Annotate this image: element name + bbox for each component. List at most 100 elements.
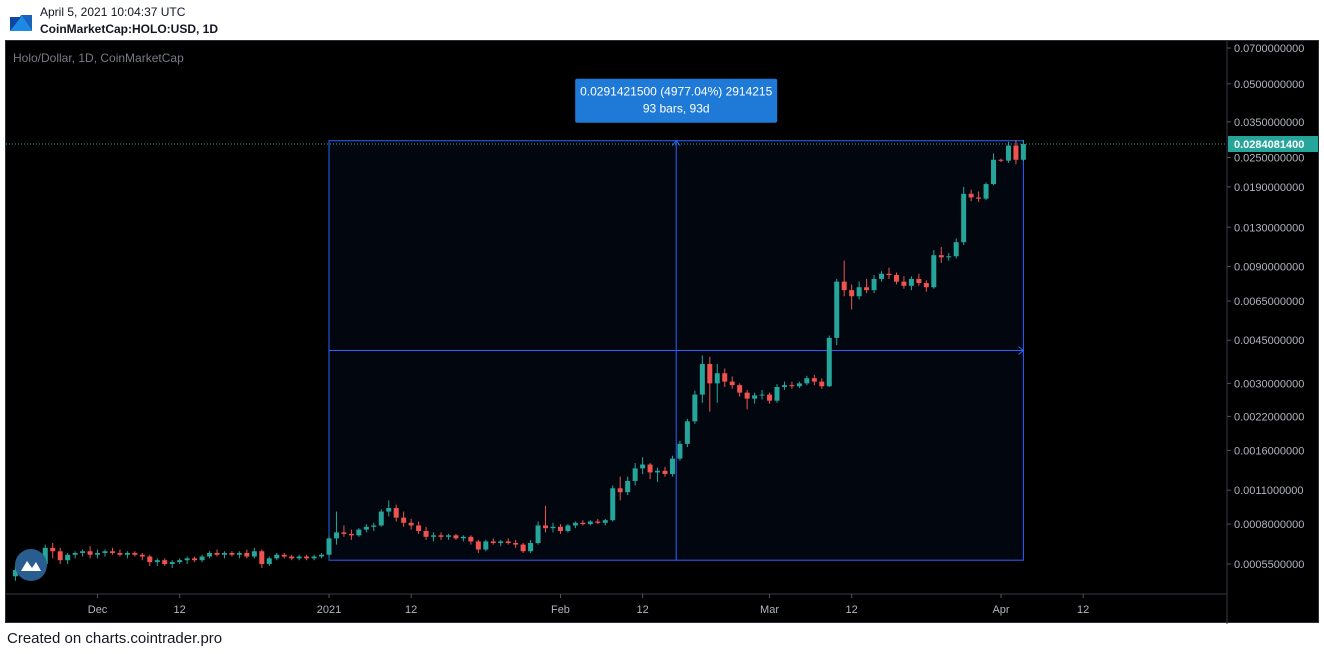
- candle-body: [177, 560, 183, 563]
- candle-body: [961, 193, 967, 243]
- candle-body: [184, 558, 190, 561]
- chart-title: Holo/Dollar, 1D, CoinMarketCap: [13, 51, 184, 65]
- candle-body: [102, 551, 108, 553]
- candle-body: [587, 521, 593, 525]
- x-tick-label: 12: [174, 604, 186, 616]
- chart-header: April 5, 2021 10:04:37 UTC CoinMarketCap…: [0, 0, 1324, 40]
- y-tick-label: 0.0090000000: [1234, 261, 1304, 273]
- candle-body: [901, 281, 907, 286]
- chart-timestamp: April 5, 2021 10:04:37 UTC: [40, 5, 186, 19]
- x-tick-label: Feb: [551, 604, 570, 616]
- candle-body: [162, 560, 168, 564]
- candle-body: [304, 556, 310, 559]
- candle-body: [505, 541, 511, 543]
- candle-body: [311, 556, 317, 559]
- candle-body: [378, 511, 384, 526]
- candle-body: [998, 159, 1004, 161]
- last-price-label: 0.0284081400: [1234, 139, 1304, 151]
- y-tick-label: 0.0022000000: [1234, 411, 1304, 423]
- candle-body: [12, 569, 18, 577]
- y-tick-label: 0.0500000000: [1234, 79, 1304, 91]
- candle-body: [557, 526, 563, 531]
- candle-body: [80, 551, 86, 553]
- candle-body: [236, 552, 242, 555]
- measure-arrow-right-head: [1018, 346, 1025, 355]
- x-tick-label: 12: [636, 604, 648, 616]
- candle-body: [699, 363, 705, 395]
- candle-body: [483, 541, 489, 550]
- candle-body: [1020, 144, 1026, 160]
- candle-body: [722, 373, 728, 382]
- candle-body: [550, 526, 556, 529]
- y-tick-label: 0.0030000000: [1234, 378, 1304, 390]
- candle-body: [908, 278, 914, 286]
- candle-body: [804, 378, 810, 384]
- candle-body: [774, 386, 780, 401]
- candle-body: [296, 556, 302, 559]
- candle-body: [490, 541, 496, 543]
- candle-body: [57, 551, 63, 561]
- y-tick-label: 0.0130000000: [1234, 222, 1304, 234]
- candlestick-chart[interactable]: 0.0700000000 0.0500000000 0.0350000000 0.02…: [6, 41, 1320, 624]
- candle-body: [42, 547, 48, 564]
- candle-body: [946, 256, 952, 258]
- candle-body: [819, 381, 825, 387]
- candle-body: [169, 562, 175, 564]
- candle-body: [65, 554, 71, 561]
- candle-body: [632, 468, 638, 481]
- measure-label-line1: 0.0291421500 (4977.04%) 2914215: [580, 85, 772, 99]
- chart-area[interactable]: 0.0700000000 0.0500000000 0.0350000000 0.02…: [5, 40, 1320, 624]
- candle-body: [968, 193, 974, 198]
- candle-body: [513, 542, 519, 545]
- candle-body: [856, 287, 862, 297]
- candle-body: [87, 551, 93, 555]
- candle-body: [684, 421, 690, 444]
- candle-body: [132, 552, 138, 555]
- y-tick-label: 0.0250000000: [1234, 153, 1304, 165]
- footer-credit: Created on charts.cointrader.pro: [7, 630, 223, 647]
- measure-label-line2: 93 bars, 93d: [643, 102, 710, 116]
- candle-body: [139, 554, 145, 557]
- candle-body: [95, 552, 101, 555]
- y-tick-label: 0.0190000000: [1234, 182, 1304, 194]
- y-tick-label: 0.0016000000: [1234, 445, 1304, 457]
- candle-body: [401, 517, 407, 523]
- candle-body: [348, 533, 354, 536]
- candle-body: [640, 464, 646, 469]
- candle-body: [393, 508, 399, 518]
- candle-body: [416, 525, 422, 531]
- x-tick-label: 12: [1077, 604, 1089, 616]
- candle-body: [124, 552, 130, 555]
- x-tick-label: 12: [846, 604, 858, 616]
- candle-body: [565, 525, 571, 531]
- candle-body: [572, 522, 578, 526]
- candle-body: [826, 337, 832, 387]
- candle-body: [326, 538, 332, 555]
- candle-body: [580, 522, 586, 525]
- candle-body: [431, 535, 437, 537]
- y-tick-label: 0.0008000000: [1234, 519, 1304, 531]
- x-tick-label: Dec: [88, 604, 108, 616]
- candle-body: [729, 381, 735, 386]
- candle-body: [520, 544, 526, 552]
- candle-body: [117, 552, 123, 555]
- candle-body: [109, 551, 115, 553]
- cointrader-logo-icon: [10, 15, 32, 31]
- watermark-logo-icon: [15, 549, 47, 581]
- candle-body: [207, 552, 213, 557]
- candle-body: [655, 470, 661, 473]
- candle-body: [453, 535, 459, 539]
- candle-body: [752, 395, 758, 399]
- x-tick-label: Apr: [992, 604, 1009, 616]
- candle-body: [625, 480, 631, 493]
- candle-body: [796, 383, 802, 387]
- y-tick-label: 0.0065000000: [1234, 296, 1304, 308]
- candle-body: [1005, 145, 1011, 161]
- candle-body: [811, 378, 817, 382]
- candle-body: [983, 184, 989, 199]
- candle-body: [386, 508, 392, 512]
- candle-body: [767, 394, 773, 401]
- candle-body: [953, 242, 959, 257]
- candle-body: [229, 552, 235, 555]
- candle-body: [259, 551, 265, 564]
